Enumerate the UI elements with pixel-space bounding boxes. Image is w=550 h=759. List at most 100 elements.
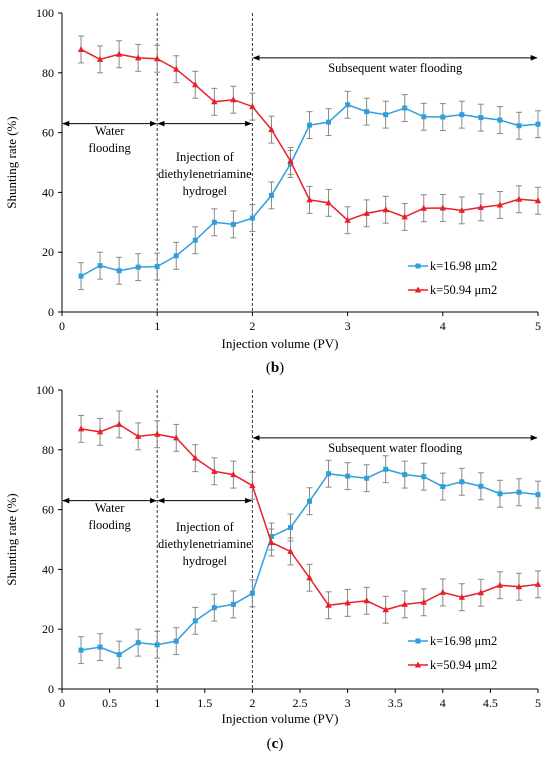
- data-point-triangle: [77, 45, 85, 52]
- data-point-square: [402, 105, 408, 111]
- data-point-square: [326, 471, 332, 477]
- data-point-triangle: [154, 430, 161, 437]
- x-tick-label: 1.5: [197, 696, 212, 710]
- data-point-triangle: [115, 420, 123, 427]
- data-point-square: [78, 647, 84, 653]
- data-point-triangle: [249, 482, 256, 489]
- x-tick-label: 2.5: [293, 696, 308, 710]
- x-tick-label: 3: [345, 319, 351, 333]
- y-tick-label: 100: [36, 6, 54, 20]
- legend-label: k=16.98 μm2: [430, 259, 497, 273]
- data-point-triangle: [230, 471, 237, 478]
- phase-annotation-text: hydrogel: [183, 184, 228, 198]
- data-point-square: [192, 237, 198, 243]
- data-point-square: [421, 474, 427, 480]
- panel-label-part: b: [271, 360, 279, 376]
- data-point-square: [211, 605, 217, 611]
- data-point-triangle: [363, 597, 370, 604]
- data-point-triangle: [458, 593, 466, 600]
- data-point-square: [497, 491, 503, 497]
- phase-annotation-text: flooding: [88, 141, 131, 155]
- data-point-triangle: [211, 98, 218, 105]
- legend-entry-0: k=16.98 μm2: [408, 259, 497, 273]
- x-tick-label: 3: [345, 696, 351, 710]
- data-point-triangle: [268, 126, 275, 133]
- phase-annotation-text: hydrogel: [183, 554, 228, 568]
- data-point-square: [307, 498, 313, 504]
- legend-entry-1: k=50.94 μm2: [408, 283, 497, 297]
- legend-marker-triangle: [414, 661, 422, 668]
- data-point-square: [287, 525, 293, 531]
- data-point-square: [307, 122, 313, 128]
- data-point-triangle: [496, 201, 504, 208]
- data-point-triangle: [249, 103, 256, 110]
- x-tick-label: 0.5: [102, 696, 117, 710]
- data-point-triangle: [439, 588, 446, 595]
- data-point-square: [440, 114, 446, 120]
- data-point-square: [97, 263, 103, 269]
- data-point-square: [249, 590, 255, 596]
- x-tick-label: 1: [154, 319, 160, 333]
- data-point-square: [364, 109, 370, 115]
- data-point-triangle: [77, 425, 85, 432]
- data-point-triangle: [420, 598, 427, 605]
- y-tick-label: 60: [42, 503, 54, 517]
- data-point-triangle: [96, 55, 104, 62]
- data-point-triangle: [134, 54, 142, 61]
- panel-label-part: ): [279, 360, 284, 376]
- data-point-square: [230, 221, 236, 227]
- x-tick-label: 0: [59, 696, 65, 710]
- data-point-square: [345, 102, 351, 108]
- data-point-square: [154, 642, 160, 648]
- legend-label: k=50.94 μm2: [430, 283, 497, 297]
- data-point-square: [78, 273, 84, 279]
- x-tick-label: 4.5: [483, 696, 498, 710]
- data-point-triangle: [477, 203, 485, 210]
- series-1: [77, 410, 542, 624]
- data-point-square: [211, 219, 217, 225]
- panel-label-part: (: [266, 360, 271, 376]
- data-point-triangle: [515, 583, 523, 590]
- data-point-triangle: [439, 204, 446, 211]
- data-point-triangle: [230, 96, 237, 103]
- data-point-square: [345, 473, 351, 479]
- y-tick-label: 0: [48, 682, 54, 696]
- data-point-square: [249, 215, 255, 221]
- y-tick-label: 40: [42, 185, 54, 199]
- data-point-triangle: [306, 196, 313, 203]
- data-point-square: [478, 115, 484, 121]
- data-point-triangle: [515, 195, 523, 202]
- data-point-square: [173, 253, 179, 259]
- legend-marker-square: [415, 638, 421, 644]
- data-point-triangle: [211, 467, 218, 474]
- data-point-triangle: [192, 454, 199, 461]
- data-point-square: [97, 644, 103, 650]
- data-point-triangle: [173, 434, 180, 441]
- data-point-square: [459, 112, 465, 118]
- y-tick-label: 20: [42, 245, 54, 259]
- panel-label: (c): [267, 736, 284, 752]
- chart-panel-0: 0 20 40 60 80 100 0 1 2 3 4 5 Injection volume (PV) S…: [4, 6, 542, 376]
- data-point-triangle: [115, 50, 123, 57]
- data-point-square: [383, 466, 389, 472]
- y-tick-label: 0: [48, 305, 54, 319]
- legend-entry-1: k=50.94 μm2: [408, 658, 497, 672]
- data-point-square: [459, 479, 465, 485]
- data-point-square: [535, 492, 541, 498]
- data-point-triangle: [363, 209, 370, 216]
- legend-label: k=50.94 μm2: [430, 658, 497, 672]
- x-tick-label: 0: [59, 319, 65, 333]
- data-point-square: [326, 119, 332, 125]
- data-point-triangle: [382, 606, 389, 613]
- legend-label: k=16.98 μm2: [430, 634, 497, 648]
- phase-annotation-text: flooding: [88, 518, 131, 532]
- data-point-square: [383, 112, 389, 118]
- x-tick-label: 4: [440, 696, 446, 710]
- panel-label-part: (: [267, 736, 272, 752]
- data-point-square: [268, 192, 274, 198]
- data-point-triangle: [401, 600, 408, 607]
- series-0: [78, 455, 541, 669]
- series-1: [77, 35, 542, 235]
- data-point-triangle: [134, 432, 142, 439]
- data-point-triangle: [268, 538, 275, 545]
